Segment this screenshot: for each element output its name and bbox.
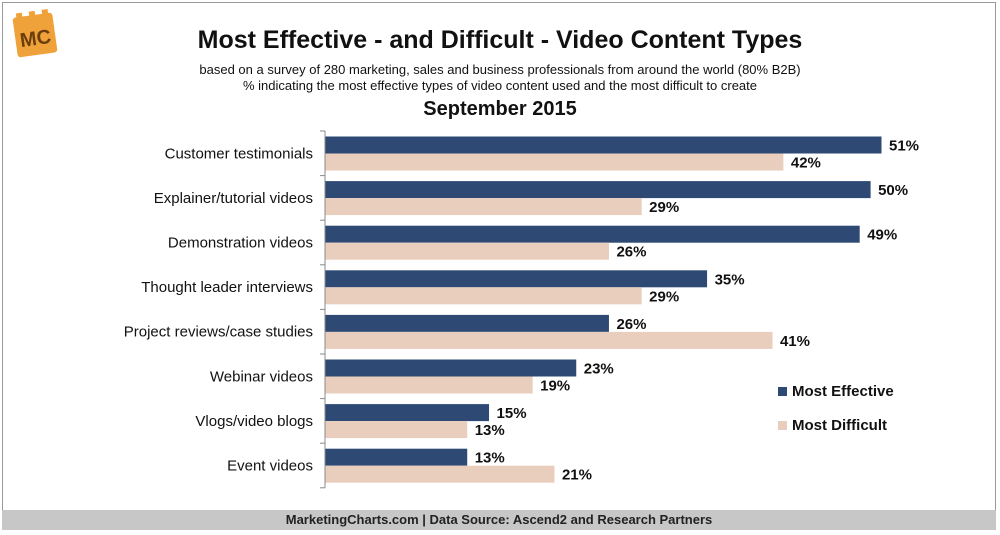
data-label-difficult-explainer-tutorial-videos: 29% <box>649 199 679 216</box>
data-label-difficult-vlogs-video-blogs: 13% <box>475 422 505 439</box>
footer-source: MarketingCharts.com | Data Source: Ascen… <box>2 510 996 530</box>
category-label-demonstration-videos: Demonstration videos <box>168 235 313 252</box>
category-label-customer-testimonials: Customer testimonials <box>165 145 313 162</box>
bar-effective-thought-leader-interviews <box>325 270 708 288</box>
data-label-effective-vlogs-video-blogs: 15% <box>497 405 527 422</box>
bar-effective-customer-testimonials <box>325 136 882 154</box>
bar-effective-project-reviews-case-studies <box>325 314 609 332</box>
bar-difficult-vlogs-video-blogs <box>325 421 468 439</box>
logo-text: MC <box>19 26 53 52</box>
data-label-effective-explainer-tutorial-videos: 50% <box>878 182 908 199</box>
bar-difficult-thought-leader-interviews <box>325 287 642 305</box>
bar-effective-vlogs-video-blogs <box>325 404 490 422</box>
bar-difficult-explainer-tutorial-videos <box>325 198 642 216</box>
legend-swatch-effective <box>778 387 787 396</box>
data-label-effective-customer-testimonials: 51% <box>889 138 919 155</box>
data-label-effective-webinar-videos: 23% <box>584 361 614 378</box>
data-label-difficult-webinar-videos: 19% <box>540 378 570 395</box>
data-label-difficult-thought-leader-interviews: 29% <box>649 288 679 305</box>
chart-title: Most Effective - and Difficult - Video C… <box>197 26 803 54</box>
bar-difficult-customer-testimonials <box>325 153 784 171</box>
data-label-difficult-event-videos: 21% <box>562 467 592 484</box>
bar-effective-explainer-tutorial-videos <box>325 181 871 199</box>
category-label-thought-leader-interviews: Thought leader interviews <box>141 279 313 296</box>
chart-subtitle-line1: based on a survey of 280 marketing, sale… <box>199 62 801 77</box>
bar-difficult-webinar-videos <box>325 376 533 394</box>
data-label-effective-event-videos: 13% <box>475 450 505 467</box>
bar-effective-demonstration-videos <box>325 225 860 243</box>
bar-effective-webinar-videos <box>325 359 577 377</box>
legend-label-effective: Most Effective <box>792 383 894 400</box>
legend-label-difficult: Most Difficult <box>792 417 887 434</box>
data-label-effective-thought-leader-interviews: 35% <box>715 271 745 288</box>
data-label-effective-demonstration-videos: 49% <box>867 227 897 244</box>
mc-logo: MC <box>12 9 58 58</box>
data-label-difficult-demonstration-videos: 26% <box>616 244 646 261</box>
chart-date: September 2015 <box>423 98 577 120</box>
category-label-explainer-tutorial-videos: Explainer/tutorial videos <box>154 190 313 207</box>
chart-subtitle-line2: % indicating the most effective types of… <box>242 78 758 93</box>
category-label-vlogs-video-blogs: Vlogs/video blogs <box>195 413 313 430</box>
category-label-event-videos: Event videos <box>227 458 313 475</box>
legend-swatch-difficult <box>778 421 787 430</box>
bar-effective-event-videos <box>325 448 468 466</box>
data-label-effective-project-reviews-case-studies: 26% <box>616 316 646 333</box>
bar-difficult-event-videos <box>325 465 555 483</box>
data-label-difficult-project-reviews-case-studies: 41% <box>780 333 810 350</box>
data-label-difficult-customer-testimonials: 42% <box>791 155 821 172</box>
category-label-project-reviews-case-studies: Project reviews/case studies <box>124 324 313 341</box>
bar-difficult-demonstration-videos <box>325 242 609 260</box>
category-label-webinar-videos: Webinar videos <box>210 368 313 385</box>
bar-difficult-project-reviews-case-studies <box>325 331 773 349</box>
